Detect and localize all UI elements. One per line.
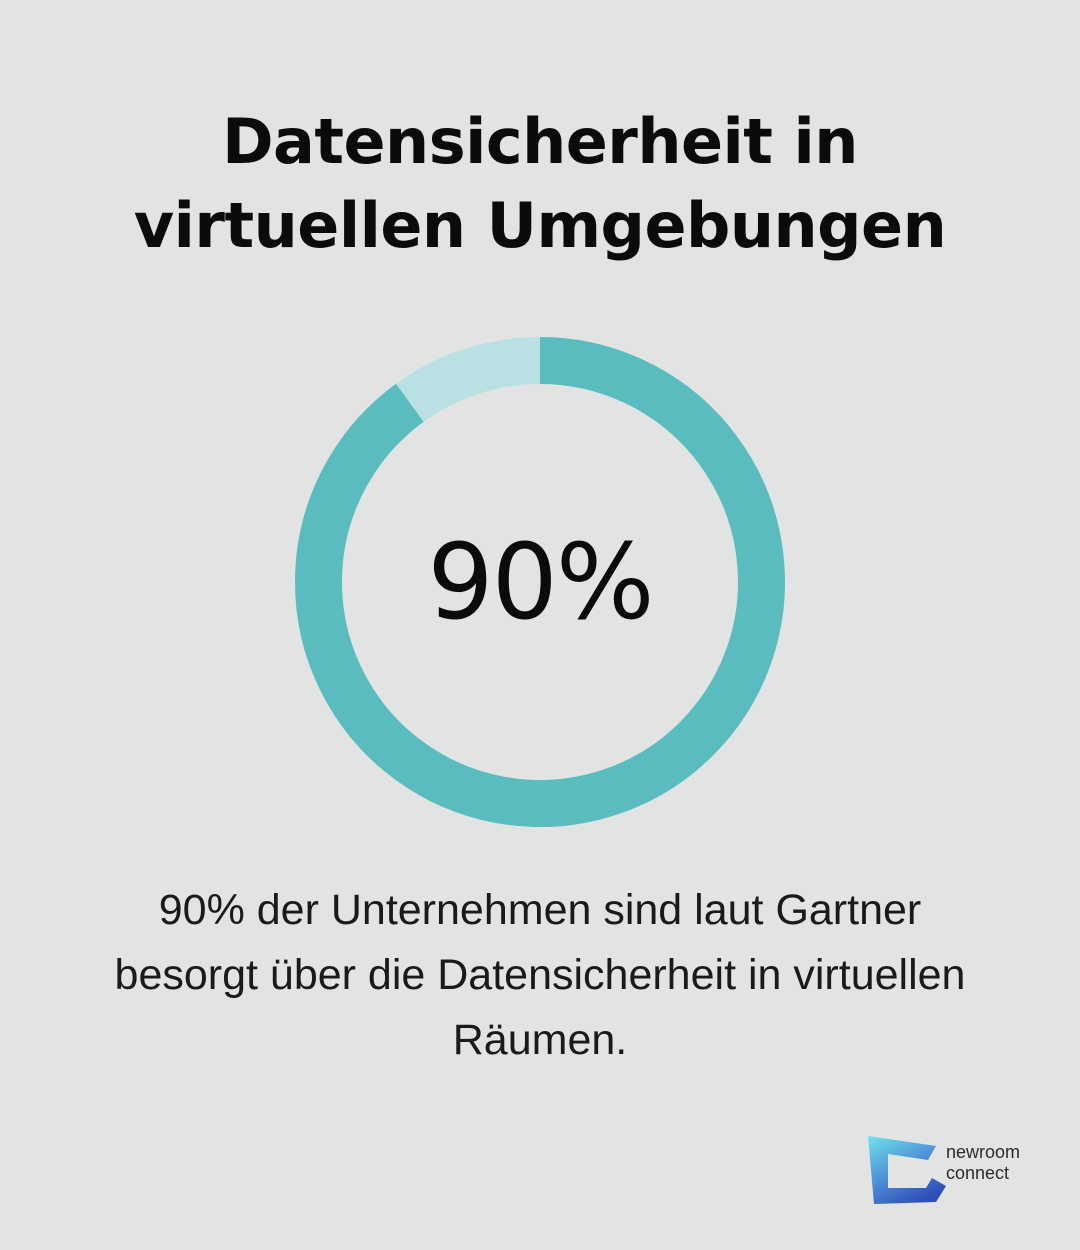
description-text: 90% der Unternehmen sind laut Gartner be… [40, 878, 1040, 1073]
logo-line-2: connect [946, 1163, 1010, 1183]
donut-filled-arc [295, 337, 785, 827]
brand-logo: newroom connect [866, 1132, 1046, 1212]
title-line-2: virtuellen Umgebungen [133, 189, 947, 262]
newroom-connect-logo-icon [868, 1136, 946, 1204]
title-line-1: Datensicherheit in [222, 105, 858, 178]
donut-center-value: 90% [427, 521, 654, 643]
donut-chart-svg [295, 337, 785, 827]
description-line-2: besorgt über die Datensicherheit in virt… [114, 951, 966, 999]
donut-remaining-arc [395, 337, 541, 423]
donut-chart: 90% [295, 337, 785, 827]
page-title: Datensicherheit in virtuellen Umgebungen [0, 100, 1080, 268]
description-line-1: 90% der Unternehmen sind laut Gartner [158, 886, 922, 934]
description-line-3: Räumen. [452, 1016, 628, 1064]
logo-line-1: newroom [946, 1142, 1021, 1162]
logo-wordmark: newroom connect [946, 1142, 1020, 1184]
